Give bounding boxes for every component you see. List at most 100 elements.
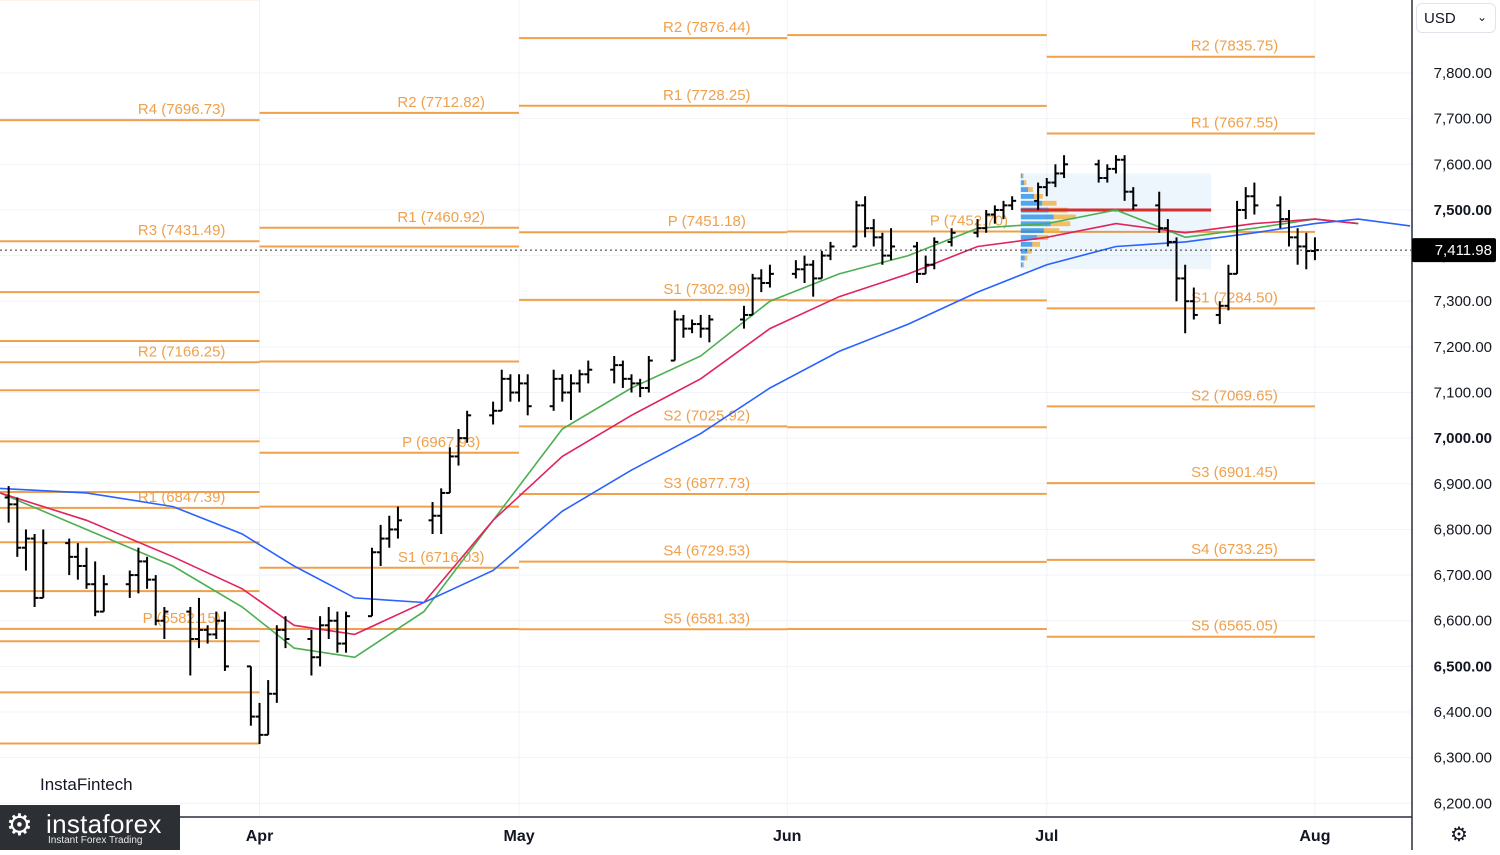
y-tick-label: 6,600.00 — [1434, 613, 1492, 630]
ma-line-1 — [0, 218, 1359, 636]
volume-profile-row-alt — [1043, 228, 1060, 234]
volume-profile-row-alt — [1050, 221, 1071, 227]
pivot-level-label: R4 (7696.73) — [138, 101, 226, 118]
x-tick-label: May — [503, 828, 534, 845]
ohlc-bar — [765, 264, 774, 288]
y-tick-label: 7,200.00 — [1434, 339, 1492, 356]
y-tick-label: 7,300.00 — [1434, 293, 1492, 310]
time-axis-bg — [0, 817, 1412, 850]
volume-profile-row — [1020, 235, 1038, 240]
ohlc-bar — [1302, 232, 1311, 270]
ohlc-bar — [194, 597, 203, 649]
volume-profile-row — [1020, 214, 1054, 220]
volume-profile-row — [1020, 193, 1035, 199]
pivot-level-label: R3 (7431.49) — [138, 222, 226, 239]
ohlc-bar — [887, 228, 896, 261]
y-tick-label: 6,500.00 — [1434, 658, 1492, 675]
ohlc-bar — [1172, 237, 1181, 302]
pivot-level-label: S2 (7025.92) — [663, 407, 750, 424]
y-tick-label: 7,000.00 — [1434, 430, 1492, 447]
volume-profile-row-alt — [1022, 173, 1024, 179]
ohlc-bar — [1293, 228, 1302, 265]
ohlc-bar — [324, 607, 333, 639]
ohlc-bar — [307, 629, 316, 676]
ohlc-bar — [791, 260, 800, 279]
price-axis-bg — [1412, 0, 1500, 850]
ohlc-bar — [99, 575, 108, 613]
ohlc-bar — [1163, 219, 1172, 247]
y-tick-label: 6,400.00 — [1434, 704, 1492, 721]
volume-profile — [1020, 173, 1212, 270]
pivot-level-label: P (7451.18) — [668, 213, 746, 230]
ohlc-bar — [1051, 164, 1060, 188]
ohlc-bar — [1155, 191, 1164, 233]
ohlc-bar — [800, 255, 809, 283]
y-tick-label: 6,700.00 — [1434, 567, 1492, 584]
ohlc-bar — [748, 273, 757, 316]
ohlc-bar — [549, 369, 558, 411]
ohlc-bar — [1233, 200, 1242, 275]
y-tick-label: 6,200.00 — [1434, 795, 1492, 812]
ohlc-bar — [982, 209, 991, 233]
ohlc-bar — [73, 543, 82, 580]
ohlc-bar — [376, 524, 385, 566]
ohlc-bar — [999, 200, 1008, 220]
ohlc-bar — [143, 556, 152, 589]
ohlc-bar — [134, 547, 143, 594]
ohlc-bar — [670, 310, 679, 362]
currency-selector[interactable]: USD ⌄ — [1416, 3, 1496, 33]
volume-profile-row — [1020, 173, 1023, 179]
ohlc-bar — [679, 314, 688, 338]
ohlc-bar — [1310, 237, 1319, 261]
x-tick-label: Jul — [1035, 828, 1058, 845]
volume-profile-row — [1020, 262, 1023, 268]
watermark-text: InstaFintech — [30, 768, 156, 802]
ohlc-bar — [454, 429, 463, 466]
logo-brand: instaforex — [46, 809, 162, 839]
ohlc-bar — [584, 360, 593, 384]
ohlc-bar — [852, 200, 861, 248]
x-tick-label: Apr — [246, 828, 274, 845]
y-tick-label: 7,500.00 — [1434, 202, 1492, 219]
pivot-level-label: S4 (6733.25) — [1191, 541, 1278, 558]
y-tick-label: 6,300.00 — [1434, 750, 1492, 767]
pivot-level-label: S4 (6729.53) — [663, 543, 750, 560]
last-price-badge — [1412, 238, 1496, 263]
ohlc-bar — [757, 269, 766, 293]
volume-profile-row-alt — [1053, 214, 1076, 220]
ohlc-bar — [151, 575, 160, 626]
pivot-level-label: R2 (7166.25) — [138, 343, 226, 360]
settings-gear-icon[interactable]: ⚙ — [1450, 824, 1468, 846]
ohlc-bar — [220, 611, 229, 671]
pivot-levels: R5 (7961.97)R4 (7696.73)R3 (7431.49)R2 (… — [0, 0, 1315, 745]
volume-profile-row-alt — [1022, 262, 1025, 268]
y-tick-label: 7,700.00 — [1434, 111, 1492, 128]
pivot-level-label: R2 (7712.82) — [397, 94, 485, 111]
x-tick-label: Aug — [1299, 828, 1330, 845]
ohlc-bar — [4, 486, 13, 523]
ohlc-bar — [13, 497, 22, 557]
ohlc-bar — [445, 447, 454, 494]
ohlc-bar — [817, 251, 826, 280]
ohlc-bar — [1129, 187, 1138, 210]
ohlc-bar — [1215, 301, 1224, 325]
ohlc-bar — [515, 374, 524, 402]
x-tick-label: Jun — [773, 828, 801, 845]
pivot-level-label: R1 (7667.55) — [1191, 114, 1279, 131]
ohlc-bar — [1181, 264, 1190, 334]
ohlc-bar — [1111, 155, 1120, 174]
ohlc-bar — [1042, 178, 1051, 197]
ohlc-bar — [610, 356, 619, 384]
ohlc-bar — [1008, 196, 1017, 210]
ohlc-bar — [627, 374, 636, 393]
ohlc-bar — [281, 616, 290, 649]
ohlc-bar — [203, 625, 212, 644]
volume-profile-row-alt — [1032, 241, 1041, 247]
y-tick-label: 7,600.00 — [1434, 156, 1492, 173]
pivot-level-label: S1 (7284.50) — [1191, 289, 1278, 306]
ohlc-bar — [861, 196, 870, 238]
ohlc-bar — [1094, 159, 1103, 183]
